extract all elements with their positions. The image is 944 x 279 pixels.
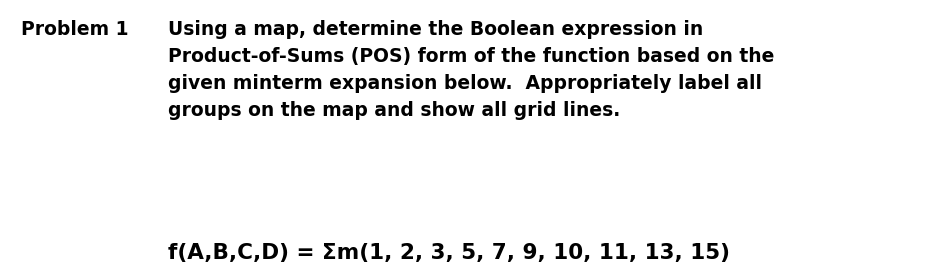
Text: Problem 1: Problem 1 <box>21 20 128 39</box>
Text: Using a map, determine the Boolean expression in
Product-of-Sums (POS) form of t: Using a map, determine the Boolean expre… <box>168 20 774 120</box>
Text: f(A,B,C,D) = Σm(1, 2, 3, 5, 7, 9, 10, 11, 13, 15): f(A,B,C,D) = Σm(1, 2, 3, 5, 7, 9, 10, 11… <box>168 243 730 263</box>
